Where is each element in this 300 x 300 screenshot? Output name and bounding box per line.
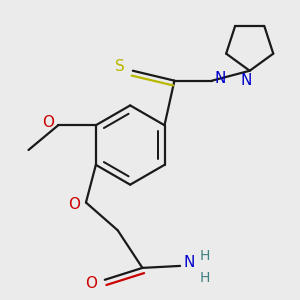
Text: N: N [183, 255, 195, 270]
Text: H: H [200, 271, 210, 285]
Text: O: O [68, 197, 80, 212]
Text: H: H [200, 249, 210, 263]
Text: N: N [240, 73, 251, 88]
Text: O: O [85, 276, 97, 291]
Text: O: O [42, 115, 54, 130]
Text: N: N [214, 71, 226, 86]
Text: S: S [115, 59, 125, 74]
